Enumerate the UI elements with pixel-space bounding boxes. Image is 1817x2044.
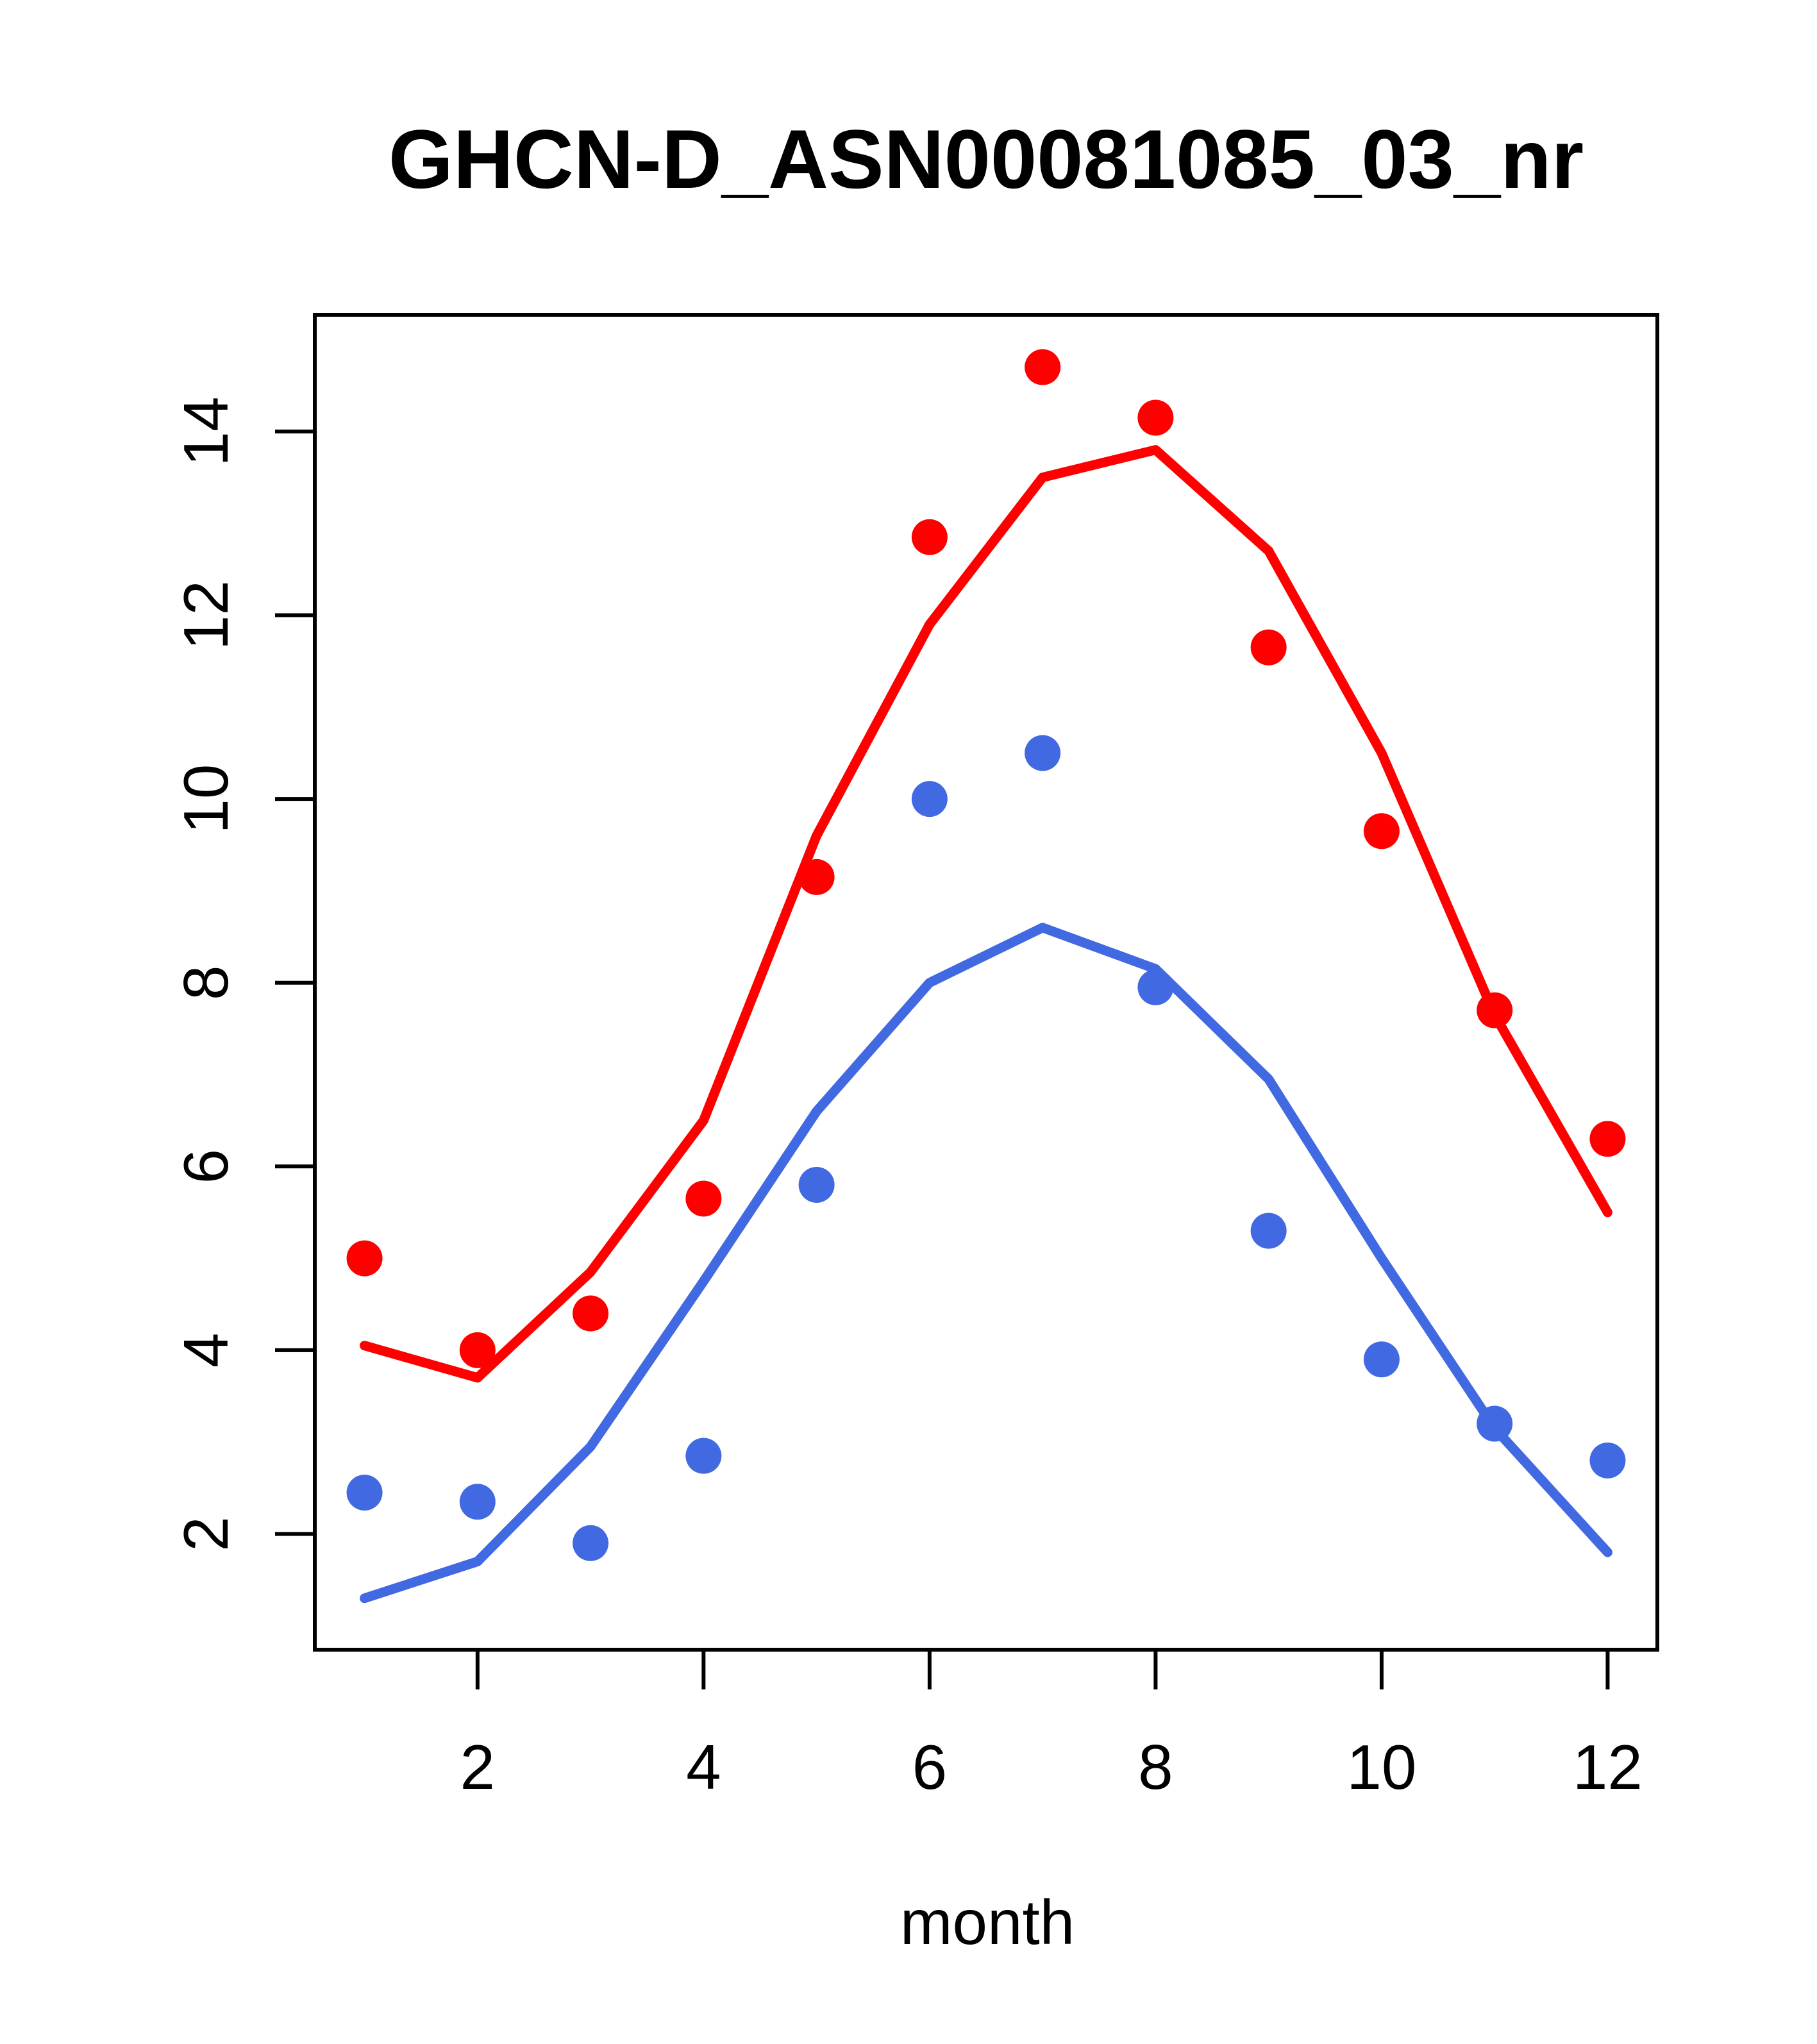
plot-box: [313, 313, 1659, 1652]
x-axis-tick-labels: 2 4 6 8 10 12: [460, 1732, 1643, 1802]
blue-point: [573, 1525, 609, 1561]
x-tick-label: 8: [1138, 1732, 1173, 1802]
x-tick-label: 10: [1346, 1732, 1416, 1802]
blue-point: [1589, 1442, 1626, 1479]
y-tick-label: 12: [171, 580, 241, 650]
red-point: [911, 519, 948, 555]
blue-point: [911, 781, 948, 817]
blue-point: [459, 1484, 496, 1520]
blue-fit-line: [360, 923, 1612, 1604]
x-axis-ticks: [475, 1650, 1610, 1689]
chart-title: GHCN-D_ASN00081085_03_nr: [389, 112, 1584, 206]
blue-point: [1363, 1341, 1400, 1378]
red-point: [1363, 813, 1400, 850]
red-point: [573, 1295, 609, 1332]
red-point: [1025, 349, 1061, 385]
red-point: [1137, 399, 1174, 436]
blue-point: [798, 1166, 835, 1203]
red-point: [1250, 629, 1287, 666]
blue-point: [685, 1437, 722, 1474]
red-point: [459, 1332, 496, 1368]
blue-point: [1250, 1212, 1287, 1249]
x-tick-label: 2: [460, 1732, 496, 1802]
data-series-layer: [346, 349, 1626, 1604]
y-tick-label: 2: [171, 1516, 241, 1552]
red-point: [346, 1240, 383, 1277]
blue-point: [346, 1474, 383, 1511]
y-tick-label: 10: [171, 764, 241, 834]
y-tick-label: 14: [171, 396, 241, 466]
y-axis-ticks: [275, 429, 315, 1536]
red-fit-line: [360, 445, 1612, 1383]
blue-point: [1025, 735, 1061, 771]
red-point: [1589, 1121, 1626, 1157]
x-tick-label: 12: [1573, 1732, 1643, 1802]
y-tick-label: 4: [171, 1333, 241, 1368]
x-tick-label: 6: [912, 1732, 948, 1802]
y-tick-label: 6: [171, 1149, 241, 1184]
x-axis-label: month: [900, 1887, 1075, 1957]
red-point: [685, 1180, 722, 1217]
x-tick-label: 4: [686, 1732, 721, 1802]
y-tick-label: 8: [171, 965, 241, 1000]
y-axis-tick-labels: 2 4 6 8 10 12 14: [171, 396, 241, 1551]
